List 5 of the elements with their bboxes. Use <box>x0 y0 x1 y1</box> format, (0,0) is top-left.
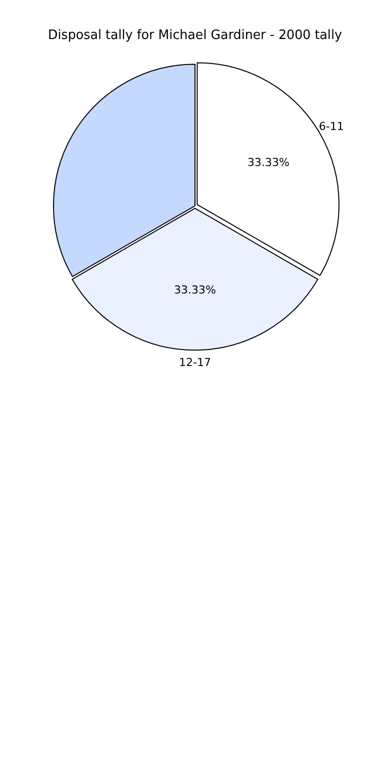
slice-label: 6-11 <box>318 120 344 133</box>
slice-label: 12-17 <box>179 356 211 370</box>
chart-title: Disposal tally for Michael Gardiner - 2000 tally <box>48 28 342 44</box>
data-label: 33.33% <box>174 284 216 297</box>
data-label: 33.33% <box>248 156 290 170</box>
